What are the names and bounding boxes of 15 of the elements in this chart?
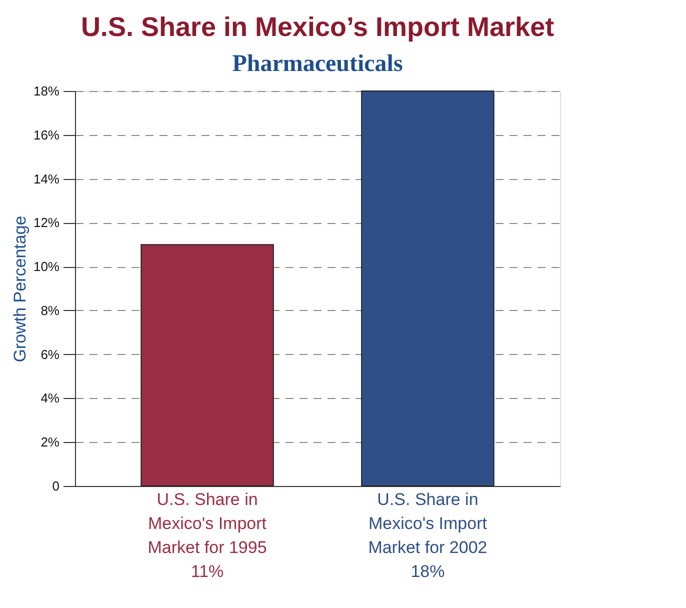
x-tick-label: U.S. Share in Mexico's Import Market for 2002 18% bbox=[368, 490, 488, 581]
y-tick-label: 4% bbox=[40, 390, 60, 406]
y-tick-label: 16% bbox=[33, 127, 60, 142]
y-tick-label: 12% bbox=[33, 215, 60, 230]
chart-title: U.S. Share in Mexico’s Import Market bbox=[80, 12, 554, 42]
y-tick-label: 0 bbox=[52, 478, 60, 494]
y-tick-label: 2% bbox=[40, 434, 60, 450]
y-tick-label: 18% bbox=[33, 84, 60, 98]
y-tick-label: 14% bbox=[33, 171, 60, 186]
y-tick-label: 8% bbox=[40, 302, 60, 318]
y-tick-label: 10% bbox=[33, 259, 60, 274]
x-tick-label: U.S. Share in Mexico's Import Market for 1995 11% bbox=[148, 490, 267, 581]
y-tick-label: 6% bbox=[40, 346, 60, 362]
y-axis-title: Growth Percentage bbox=[10, 216, 30, 362]
chart-subtitle: Pharmaceuticals bbox=[232, 51, 403, 77]
